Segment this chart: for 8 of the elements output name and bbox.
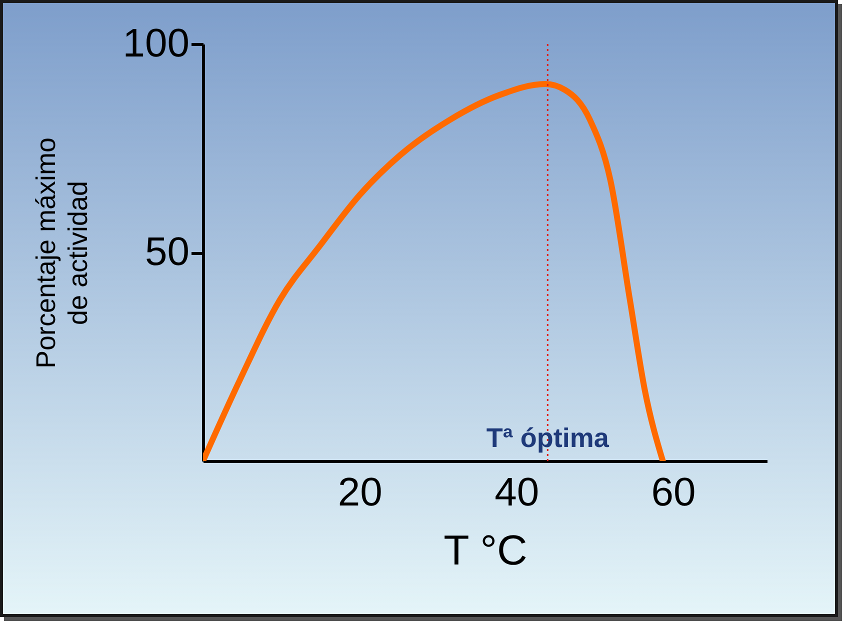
x-axis-title: T °C bbox=[444, 526, 528, 574]
ref-line-label: Tª óptima bbox=[486, 423, 610, 453]
y-axis-title: Porcentaje máximo de actividad bbox=[30, 137, 93, 369]
y-tick-label: 50 bbox=[145, 230, 190, 274]
x-tick-label: 40 bbox=[494, 470, 540, 514]
x-tick-label: 20 bbox=[338, 470, 382, 514]
x-tick-label: 60 bbox=[651, 470, 696, 514]
y-tick-label: 100 bbox=[122, 22, 190, 66]
